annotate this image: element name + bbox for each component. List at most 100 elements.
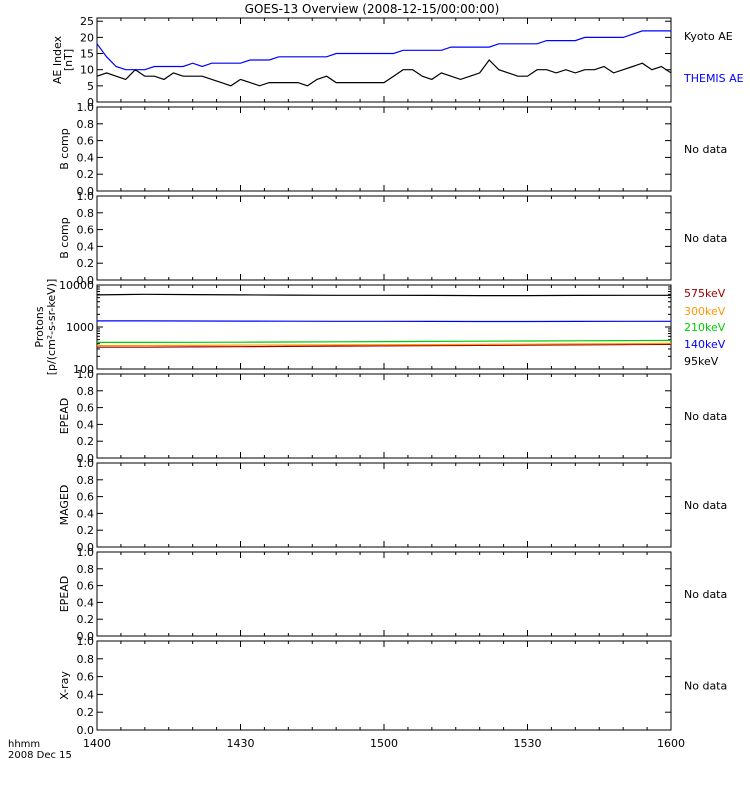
y-tick-label: 0.4: [77, 507, 95, 520]
y-tick-label: 10000: [59, 279, 94, 292]
legend-themis-ae: THEMIS AE: [683, 72, 744, 85]
panel-1: 0 5 10 15 20 25 AE Index[nT] Kyoto AE THEMIS AE: [51, 15, 744, 109]
y-tick-label: 0.0: [77, 452, 95, 465]
legend-140kev: 140keV: [684, 338, 726, 351]
y-tick-label: 0.6: [77, 580, 95, 593]
panel-8: 0.0 0.2 0.4 0.6 0.8 1.0 X-ray No data: [58, 635, 727, 737]
legend-575kev: 575keV: [684, 287, 726, 300]
x-tick-label: 1600: [657, 737, 685, 750]
y-tick-label: 20: [80, 31, 94, 44]
y-tick-label: 0.4: [77, 151, 95, 164]
y-axis-label: Protons: [33, 306, 46, 347]
figure-title: GOES-13 Overview (2008-12-15/00:00:00): [245, 2, 500, 16]
series-line-95kev: [96, 293, 671, 297]
x-tick-label: 1530: [514, 737, 542, 750]
panel-6: 0.0 0.2 0.4 0.6 0.8 1.0 MAGED No data: [58, 457, 727, 554]
panel-4: 100 1000 10000 Protons [p/(cm²-s-sr-keV)] 575…: [33, 279, 726, 376]
y-tick-label: 10: [80, 64, 94, 77]
y-tick-label: 0.4: [77, 688, 95, 701]
legend-kyoto-ae: Kyoto AE: [684, 30, 733, 43]
y-tick-label: 0.6: [77, 135, 95, 148]
x-tick-label: 1500: [370, 737, 398, 750]
y-tick-label: 0.6: [77, 402, 95, 415]
panel-frame: [96, 106, 672, 192]
panel-frame: [96, 551, 672, 637]
legend-210kev: 210keV: [684, 321, 726, 334]
y-tick-label: 0.0: [77, 185, 95, 198]
panel-2: 0.0 0.2 0.4 0.6 0.8 1.0 B comp No data: [58, 101, 727, 198]
series-line-kyoto-ae: [96, 59, 672, 87]
no-data-label: No data: [684, 680, 727, 693]
y-tick-label: 0.0: [77, 630, 95, 643]
y-tick-label: 0: [87, 96, 94, 109]
panel-frame: [96, 195, 672, 281]
x-tick-label: 1400: [83, 737, 111, 750]
y-axis-label: AE Index: [51, 35, 64, 84]
time-axis-label-date: 2008 Dec 15: [8, 750, 72, 761]
panel-5: 0.0 0.2 0.4 0.6 0.8 1.0 EPEAD No data: [58, 368, 727, 465]
no-data-label: No data: [684, 232, 727, 245]
y-tick-label: 15: [80, 48, 94, 61]
y-tick-label: 0.2: [77, 706, 95, 719]
y-tick-label: 25: [80, 15, 94, 28]
series-line-140kev: [97, 320, 671, 323]
y-tick-label: 0.8: [77, 563, 95, 576]
panel-frame: [96, 17, 672, 103]
legend-300kev: 300keV: [684, 305, 726, 318]
y-tick-label: 1000: [66, 321, 94, 334]
y-tick-label: 0.4: [77, 596, 95, 609]
y-tick-label: 0.2: [77, 613, 95, 626]
panel-frame: [96, 640, 672, 731]
y-tick-label: 0.0: [77, 724, 95, 737]
y-tick-label: 1.0: [77, 546, 95, 559]
y-tick-label: 0.4: [77, 418, 95, 431]
series-line-210kev: [97, 339, 672, 343]
y-tick-label: 0.2: [77, 435, 95, 448]
y-tick-label: 0.8: [77, 385, 95, 398]
y-tick-label: 0.6: [77, 671, 95, 684]
y-axis-label: B comp: [58, 217, 71, 259]
y-tick-label: 0.2: [77, 257, 95, 270]
y-axis-label: X-ray: [58, 671, 71, 700]
y-tick-label: 0.8: [77, 207, 95, 220]
time-axis-label-hhmm: hhmm: [8, 739, 40, 750]
y-axis-label: B comp: [58, 128, 71, 170]
y-tick-label: 1.0: [77, 101, 95, 114]
y-tick-label: 0.0: [77, 274, 95, 287]
y-tick-label: 1.0: [77, 368, 95, 381]
series-line-575kev: [97, 343, 672, 348]
y-axis-label: EPEAD: [58, 398, 71, 435]
y-tick-label: 1.0: [77, 457, 95, 470]
y-tick-label: 0.4: [77, 240, 95, 253]
y-tick-label: 0.2: [77, 168, 95, 181]
y-tick-label: 0.6: [77, 491, 95, 504]
y-axis-label: EPEAD: [58, 576, 71, 613]
time-axis: hhmm 2008 Dec 15 1400 1430 1500 1530 1600: [8, 737, 685, 761]
y-axis-unit-label: [p/(cm²-s-sr-keV)]: [45, 279, 58, 376]
y-tick-label: 0.8: [77, 653, 95, 666]
panel-3: 0.0 0.2 0.4 0.6 0.8 1.0 B comp No data: [58, 190, 727, 287]
no-data-label: No data: [684, 588, 727, 601]
y-tick-label: 1.0: [77, 635, 95, 648]
y-tick-label: 1.0: [77, 190, 95, 203]
panel-frame: [96, 373, 672, 459]
panel-frame: [96, 462, 672, 548]
no-data-label: No data: [684, 499, 727, 512]
y-tick-label: 0.8: [77, 118, 95, 131]
series-line-300kev: [96, 342, 672, 347]
series-line-themis-ae: [96, 30, 671, 71]
y-tick-label: 0.0: [77, 541, 95, 554]
no-data-label: No data: [684, 410, 727, 423]
legend-95kev: 95keV: [684, 355, 719, 368]
panel-7: 0.0 0.2 0.4 0.6 0.8 1.0 EPEAD No data: [58, 546, 727, 643]
no-data-label: No data: [684, 143, 727, 156]
x-tick-label: 1430: [227, 737, 255, 750]
y-axis-label: MAGED: [58, 485, 71, 526]
y-tick-label: 100: [73, 363, 94, 376]
y-tick-label: 0.2: [77, 524, 95, 537]
panel-frame: [96, 284, 672, 370]
y-axis-unit-label: [nT]: [62, 49, 75, 71]
y-tick-label: 0.6: [77, 224, 95, 237]
